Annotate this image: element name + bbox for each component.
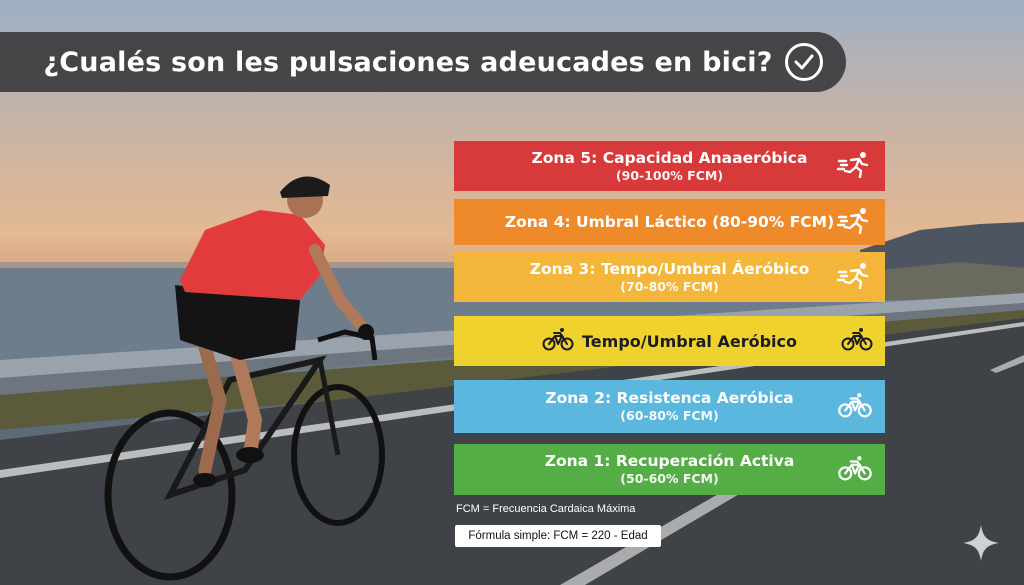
page-title: ¿Cualés son les pulsaciones adeucades en… <box>43 46 773 78</box>
zone-2-banner: Zona 2: Resistenca Aeróbica (60-80% FCM) <box>454 380 885 433</box>
zone-5-title: Zona 5: Capacidad Anaaeróbica <box>531 148 808 167</box>
zone-2-title: Zona 2: Resistenca Aeróbica <box>545 389 794 407</box>
zone-5-range: (90-100% FCM) <box>615 167 724 183</box>
zone-1-title: Zona 1: Recuperación Activa <box>544 452 795 470</box>
zone-2-range: (60-80% FCM) <box>620 408 719 423</box>
zone-1-banner: Zona 1: Recuperación Activa (50-60% FCM) <box>454 444 885 495</box>
cyclist-icon <box>841 327 873 355</box>
runner-icon <box>836 206 873 238</box>
zone-3-range: (70-80% FCM) <box>620 278 719 294</box>
zone-4-banner: Zona 4: Umbral Láctico (80-90% FCM) <box>454 199 885 245</box>
zone-5-banner: Zona 5: Capacidad Anaaeróbica (90-100% F… <box>454 141 885 191</box>
zone-3-banner: Zona 3: Tempo/Umbral Áeróbico (70-80% FC… <box>454 252 885 302</box>
fcm-note: FCM = Frecuencia Cardaica Máxima <box>456 503 636 515</box>
cyclist-icon <box>837 455 873 485</box>
cyclist-icon <box>837 392 873 422</box>
title-bar: ¿Cualés son les pulsaciones adeucades en… <box>0 32 846 92</box>
zone-1-range: (50-60% FCM) <box>620 471 719 486</box>
formula-box: Fórmula simple: FCM = 220 - Edad <box>455 525 661 547</box>
cyclist-icon <box>542 327 574 355</box>
zone-4-title: Zona 4: Umbral Láctico (80-90% FCM) <box>504 212 835 231</box>
sparkle-icon <box>963 525 999 561</box>
runner-icon <box>836 261 873 293</box>
zone-3-title: Zona 3: Tempo/Umbral Áeróbico <box>529 259 810 278</box>
check-circle-icon <box>784 43 823 81</box>
tempo-banner: Tempo/Umbral Aeróbico <box>454 316 885 366</box>
runner-icon <box>836 150 873 182</box>
cyclist-photo <box>104 176 385 581</box>
tempo-title: Tempo/Umbral Aeróbico <box>582 331 797 351</box>
